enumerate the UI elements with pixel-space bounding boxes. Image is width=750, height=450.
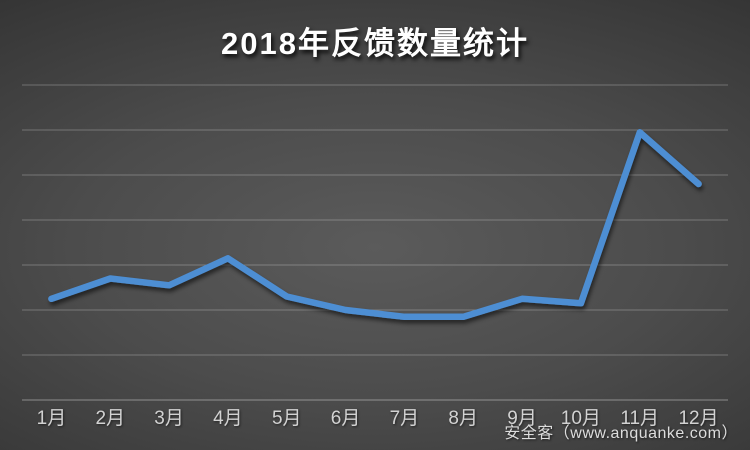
- x-axis-label: 10月: [560, 408, 601, 429]
- x-axis-label: 7月: [389, 408, 420, 429]
- watermark: 安全客（www.anquanke.com）: [504, 425, 738, 442]
- chart-title: 2018年反馈数量统计: [221, 26, 529, 61]
- x-axis-label: 9月: [507, 408, 537, 429]
- feedback-series-line: [48, 129, 702, 321]
- x-axis-label: 6月: [330, 408, 361, 429]
- x-axis-labels: 1月 2月 3月 4月 5月 6月 7月 8月 9月 10月 11月 12月: [22, 405, 728, 433]
- x-axis-label: 12月: [678, 408, 719, 429]
- gridlines: [22, 84, 728, 356]
- x-axis-label: 2月: [95, 408, 126, 429]
- x-axis-label: 1月: [36, 408, 67, 429]
- x-axis-label: 8月: [448, 408, 478, 429]
- x-axis-label: 3月: [154, 408, 184, 429]
- x-axis-label: 4月: [213, 408, 243, 429]
- x-axis-label: 5月: [271, 408, 302, 429]
- x-axis-label: 11月: [620, 408, 660, 429]
